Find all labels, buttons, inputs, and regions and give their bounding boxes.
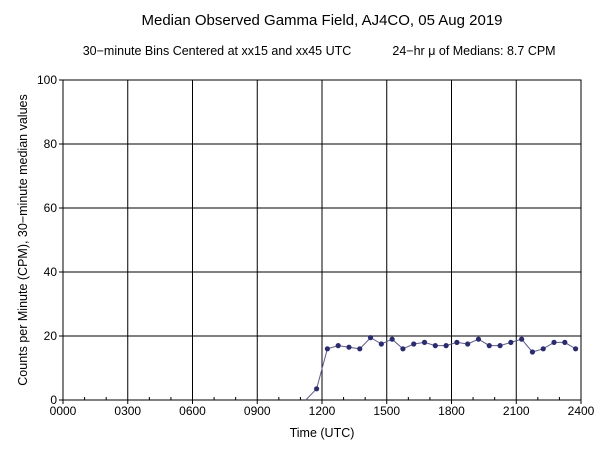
x-tick-label: 1500	[373, 404, 400, 418]
y-tick-label: 80	[44, 137, 58, 151]
x-tick-label: 0000	[50, 404, 77, 418]
x-axis-label: Time (UTC)	[290, 426, 355, 440]
data-point	[486, 343, 492, 349]
data-point	[314, 386, 320, 392]
data-point	[519, 336, 525, 342]
data-point	[400, 346, 406, 352]
data-point	[411, 341, 417, 347]
data-point	[357, 346, 363, 352]
data-point	[573, 346, 579, 352]
data-series	[305, 335, 579, 401]
chart-subtitle-right: 24−hr μ of Medians: 8.7 CPM	[392, 44, 555, 58]
data-point	[529, 349, 536, 355]
x-tick-label: 2100	[503, 404, 530, 418]
data-point	[508, 339, 514, 345]
chart-subtitle-left: 30−minute Bins Centered at xx15 and xx45…	[83, 44, 352, 58]
data-point	[454, 339, 460, 345]
x-axis-ticks: 0000 0300 0600 0900 1200 1500 1800 2100 2400	[50, 400, 595, 418]
y-axis-label: Counts per Minute (CPM), 30−minute media…	[16, 94, 30, 385]
data-point	[389, 336, 395, 342]
y-tick-label: 100	[37, 73, 57, 87]
data-point	[324, 346, 330, 352]
y-tick-label: 0	[50, 393, 57, 407]
data-point	[540, 346, 546, 352]
data-point	[378, 341, 384, 347]
y-axis-ticks: 0 20 40 60 80 100	[37, 73, 63, 407]
data-point	[432, 343, 438, 349]
chart-title: Median Observed Gamma Field, AJ4CO, 05 A…	[141, 12, 502, 29]
y-tick-label: 40	[44, 265, 58, 279]
x-tick-label: 1800	[438, 404, 465, 418]
data-point	[551, 339, 557, 345]
y-tick-label: 60	[44, 201, 58, 215]
data-point	[443, 343, 449, 349]
data-point	[335, 343, 341, 349]
data-point	[562, 339, 568, 345]
x-tick-label: 0900	[244, 404, 271, 418]
x-tick-label: 1200	[309, 404, 336, 418]
data-point	[421, 339, 428, 345]
data-point	[346, 344, 352, 350]
x-tick-label: 0300	[114, 404, 141, 418]
data-point	[465, 341, 471, 347]
x-tick-label: 2400	[568, 404, 595, 418]
grid-lines	[63, 80, 581, 400]
data-point	[475, 336, 482, 342]
data-point	[497, 343, 503, 349]
data-point	[367, 335, 374, 341]
series-line	[305, 336, 576, 401]
y-tick-label: 20	[44, 329, 58, 343]
x-tick-label: 0600	[179, 404, 206, 418]
minor-ticks	[84, 397, 560, 400]
